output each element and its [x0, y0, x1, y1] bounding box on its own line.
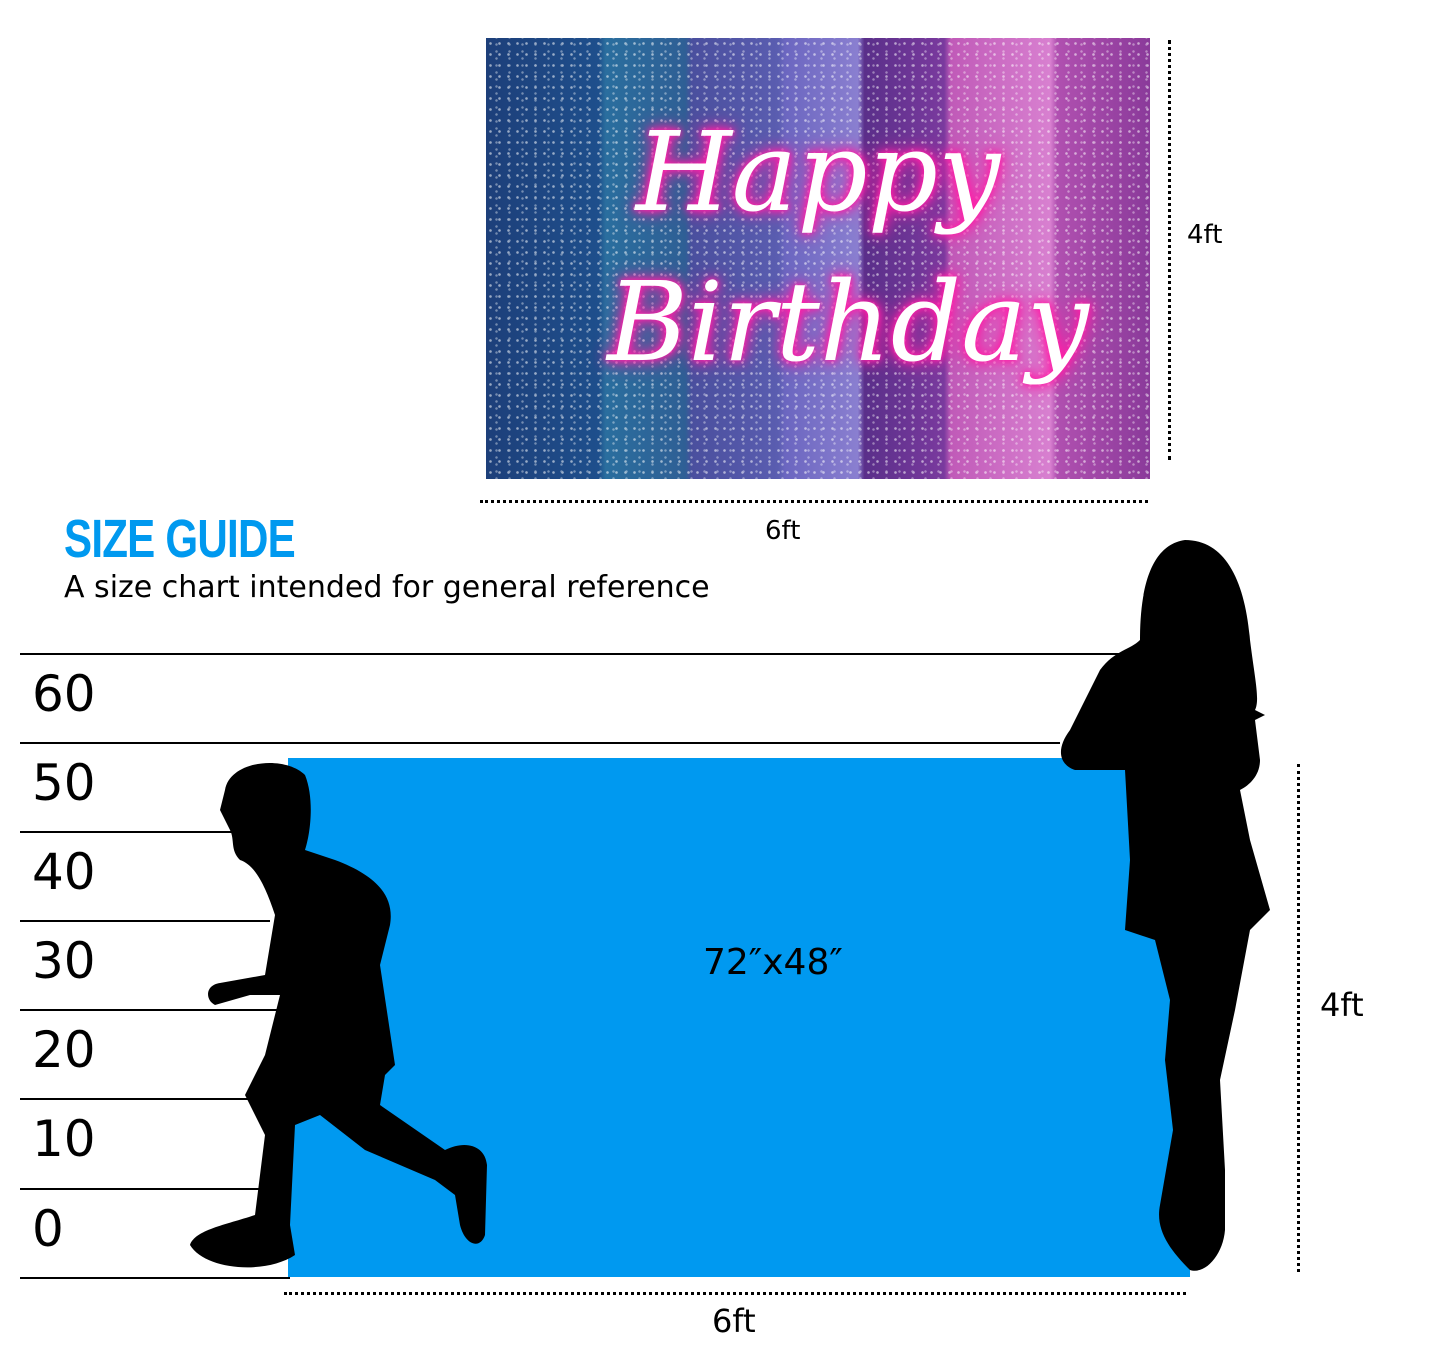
scale-tick-label: 10	[32, 1110, 96, 1168]
woman-shape	[1060, 540, 1270, 1271]
glitter-texture	[486, 38, 1150, 479]
scale-line	[20, 831, 240, 833]
happy-lettering: Happy	[635, 108, 1001, 236]
scale-line	[20, 742, 1060, 744]
birthday-lettering: Birthday	[607, 258, 1089, 386]
scale-line	[20, 1277, 290, 1279]
top-width-arrow	[480, 500, 1148, 503]
top-width-label: 6ft	[765, 516, 801, 546]
child-shape	[190, 763, 487, 1268]
scale-tick-label: 50	[32, 754, 96, 812]
child-silhouette	[190, 763, 487, 1268]
backdrop-dimensions: 72″x48″	[703, 942, 843, 983]
scale-line	[20, 653, 1120, 655]
scale-tick-label: 40	[32, 843, 96, 901]
bottom-width-label: 6ft	[712, 1302, 756, 1340]
page-subtitle: A size chart intended for general refere…	[64, 570, 710, 605]
scale-tick-label: 60	[32, 665, 96, 723]
backdrop-preview-image: Happy Birthday	[486, 38, 1150, 479]
scale-line	[20, 1009, 280, 1011]
top-height-arrow	[1168, 40, 1171, 460]
bottom-height-arrow	[1297, 764, 1300, 1272]
scale-line	[20, 920, 270, 922]
top-height-label: 4ft	[1187, 220, 1223, 250]
scale-tick-label: 20	[32, 1021, 96, 1079]
scale-tick-label: 0	[32, 1200, 64, 1258]
scale-line	[20, 1188, 265, 1190]
woman-silhouette	[1060, 540, 1270, 1271]
scale-line	[20, 1098, 250, 1100]
bottom-height-label: 4ft	[1320, 986, 1364, 1024]
backdrop-size-rect	[288, 758, 1190, 1277]
bottom-width-arrow	[284, 1292, 1186, 1295]
scale-tick-label: 30	[32, 932, 96, 990]
page-title: SIZE GUIDE	[64, 509, 296, 569]
